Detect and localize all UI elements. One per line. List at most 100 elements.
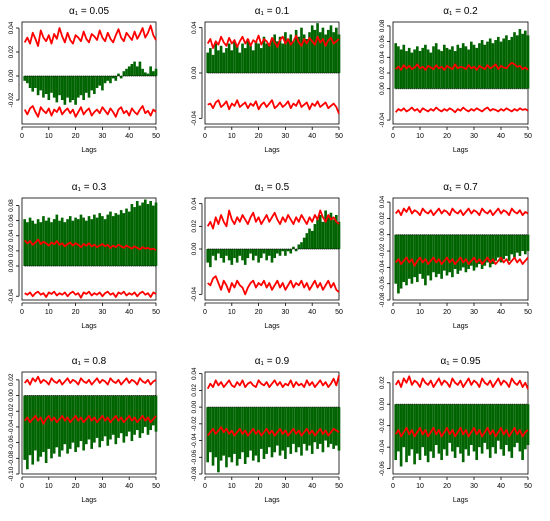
acf-bar bbox=[486, 234, 489, 263]
acf-bar bbox=[130, 204, 134, 266]
acf-bar bbox=[286, 39, 290, 73]
acf-bar bbox=[28, 395, 32, 456]
acf-bar bbox=[254, 41, 258, 73]
acf-bar bbox=[418, 51, 422, 89]
acf-bar bbox=[233, 41, 236, 73]
acf-bar bbox=[211, 249, 215, 256]
acf-bar bbox=[329, 407, 333, 444]
x-tick-label: 50 bbox=[524, 309, 532, 316]
acf-bar bbox=[469, 234, 473, 266]
acf-bar bbox=[254, 407, 258, 456]
acf-bar bbox=[233, 407, 236, 454]
acf-bar bbox=[259, 249, 263, 259]
acf-bar bbox=[510, 234, 514, 255]
upper-confidence-band bbox=[24, 238, 157, 251]
x-tick-label: 50 bbox=[524, 483, 532, 490]
acf-bar bbox=[270, 39, 274, 73]
acf-bar bbox=[507, 234, 511, 261]
acf-bar bbox=[265, 249, 268, 261]
acf-bar bbox=[90, 219, 93, 266]
acf-bar bbox=[125, 395, 128, 437]
acf-bar bbox=[316, 407, 319, 449]
acf-bar bbox=[74, 217, 77, 266]
acf-bar bbox=[23, 219, 26, 266]
acf-bar bbox=[335, 215, 338, 249]
acf-bar bbox=[214, 43, 218, 73]
acf-bar bbox=[305, 39, 309, 73]
acf-bar bbox=[289, 34, 293, 73]
acf-bar bbox=[50, 76, 53, 93]
acf-bar bbox=[259, 407, 263, 449]
acf-bar bbox=[407, 47, 411, 89]
y-tick-label: 0.04 bbox=[379, 195, 386, 208]
acf-bar bbox=[480, 234, 484, 269]
y-tick-label: -0.02 bbox=[8, 92, 15, 107]
acf-bar bbox=[321, 221, 325, 249]
acf-bar bbox=[318, 32, 322, 73]
acf-bar bbox=[251, 249, 255, 261]
acf-bar bbox=[518, 234, 522, 256]
upper-confidence-band bbox=[23, 375, 157, 386]
acf-bar bbox=[294, 249, 298, 252]
acf-bar bbox=[515, 404, 519, 443]
acf-bar bbox=[480, 40, 484, 89]
y-tick-label: -0.02 bbox=[379, 418, 386, 433]
y-tick-label: -0.06 bbox=[191, 449, 198, 464]
x-axis-label: Lags bbox=[264, 147, 280, 154]
acf-bar bbox=[318, 215, 322, 249]
acf-bar bbox=[505, 35, 508, 89]
x-tick-label: 50 bbox=[335, 309, 343, 316]
acf-bar bbox=[66, 76, 69, 98]
y-tick-label: 0.04 bbox=[191, 367, 198, 380]
x-tick-label: 50 bbox=[524, 133, 532, 140]
acf-bar bbox=[217, 407, 220, 473]
acf-bar bbox=[507, 404, 511, 452]
acf-bar bbox=[63, 76, 67, 105]
acf-bar bbox=[26, 76, 29, 84]
acf-bar bbox=[308, 228, 311, 249]
x-tick-label: 30 bbox=[470, 309, 478, 316]
acf-bar bbox=[60, 217, 64, 266]
acf-bar bbox=[402, 404, 406, 448]
acf-bar bbox=[459, 47, 462, 89]
x-axis-label: Lags bbox=[453, 147, 469, 154]
acf-bar bbox=[521, 234, 524, 252]
y-tick-label: -0.04 bbox=[191, 433, 198, 448]
acf-bar bbox=[418, 404, 422, 461]
acf-bar bbox=[405, 404, 408, 463]
acf-bar bbox=[324, 210, 327, 249]
x-tick-label: 40 bbox=[308, 309, 316, 316]
acf-bar bbox=[310, 230, 314, 249]
acf-bar bbox=[337, 221, 341, 249]
acf-bar bbox=[76, 76, 80, 98]
y-tick-label: -0.06 bbox=[379, 461, 386, 476]
acf-bar bbox=[111, 395, 115, 435]
acf-bar bbox=[249, 249, 252, 254]
acf-bar bbox=[149, 395, 152, 431]
acf-bar bbox=[23, 395, 26, 460]
acf-bar bbox=[85, 220, 88, 266]
acf-bar bbox=[337, 407, 341, 451]
acf-bar bbox=[106, 395, 110, 446]
chart-panel: α₁ = 0.05 0 10 20 30 40 50 Lags -0.02 0.00 0.02 0.0… bbox=[8, 6, 160, 154]
panel-title: α₁ = 0.5 bbox=[255, 182, 290, 193]
acf-bar bbox=[60, 76, 64, 100]
acf-bar bbox=[321, 407, 325, 453]
acf-bar bbox=[265, 43, 268, 73]
acf-bar bbox=[127, 211, 131, 266]
acf-bar bbox=[281, 43, 285, 73]
panel-title: α₁ = 0.95 bbox=[440, 356, 480, 367]
acf-bar bbox=[483, 404, 487, 443]
acf-bar bbox=[44, 76, 48, 94]
acf-bar bbox=[326, 217, 330, 249]
acf-bar bbox=[138, 61, 142, 76]
acf-bar bbox=[429, 52, 433, 89]
acf-bar bbox=[243, 249, 247, 265]
x-axis-label: Lags bbox=[81, 323, 97, 330]
acf-bar bbox=[496, 234, 500, 258]
acf-bar bbox=[292, 407, 295, 444]
acf-bar bbox=[434, 404, 438, 446]
acf-bar bbox=[332, 219, 335, 249]
y-tick-label: 0.04 bbox=[191, 197, 198, 210]
acf-bar bbox=[133, 207, 136, 266]
